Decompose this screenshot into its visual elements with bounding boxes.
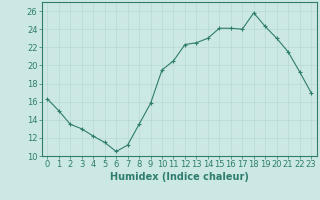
X-axis label: Humidex (Indice chaleur): Humidex (Indice chaleur) (110, 172, 249, 182)
